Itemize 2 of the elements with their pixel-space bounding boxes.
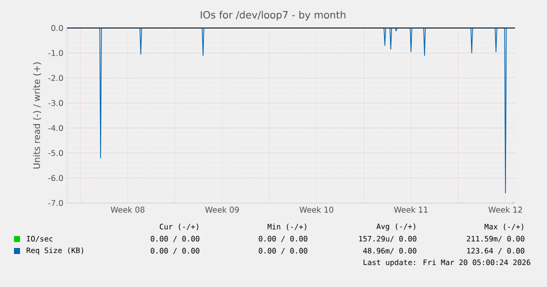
chart-title: IOs for /dev/loop7 - by month — [200, 10, 346, 21]
y-axis-title: Units read (-) / write (+) — [33, 62, 42, 169]
